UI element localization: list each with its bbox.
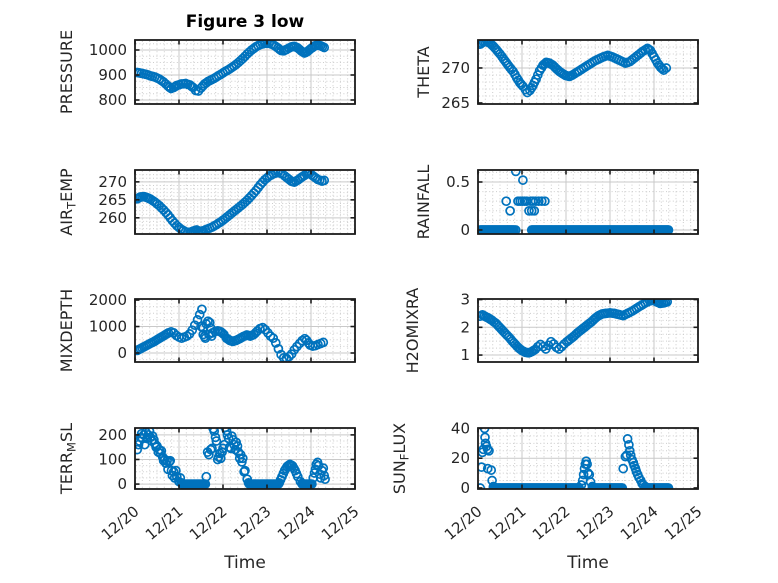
x-axis-label-left: Time	[224, 553, 266, 573]
axes-box	[134, 427, 356, 490]
x-tick-label: 12/20	[441, 502, 486, 544]
tick-marks	[134, 40, 356, 104]
y-tick-label: 3	[460, 291, 470, 309]
y-tick-label: 0	[117, 344, 127, 362]
tick-marks	[134, 299, 356, 362]
axes-box	[134, 298, 356, 363]
y-tick-label: 0	[460, 221, 470, 239]
y-axis-label: MIXDEPTH	[57, 289, 76, 372]
y-tick-label: 260	[98, 209, 127, 227]
x-tick-label: 12/25	[661, 502, 706, 544]
tick-marks	[477, 170, 699, 234]
figure-title: Figure 3 low	[185, 12, 305, 32]
y-tick-label: 0	[460, 479, 470, 497]
x-tick-label: 12/25	[318, 502, 363, 544]
y-tick-label: 265	[441, 94, 470, 112]
y-tick-label: 265	[98, 191, 127, 209]
y-tick-label: 1	[460, 346, 470, 364]
axes-box	[477, 169, 699, 235]
series-markers	[134, 169, 330, 235]
y-axis-label: THETA	[414, 46, 433, 98]
x-tick-label: 12/21	[485, 502, 530, 544]
y-tick-label: 800	[98, 91, 127, 109]
x-tick-label: 12/21	[142, 502, 187, 544]
y-axis-label: PRESSURE	[57, 30, 76, 114]
subplot-mixdepth: 0 1000 2000 MIXDEPTH	[57, 289, 356, 372]
y-axis-label: AIRTEMP	[57, 168, 79, 236]
y-tick-label: 40	[451, 419, 470, 437]
series-markers	[477, 298, 673, 358]
axes-box	[134, 39, 356, 105]
x-tick-label: 12/23	[230, 502, 275, 544]
y-tick-label: 100	[98, 450, 127, 468]
x-tick-label: 12/22	[186, 502, 231, 544]
tick-marks	[477, 427, 699, 489]
axes-box	[477, 298, 699, 363]
subplot-sun-flux: 0 20 40 SUNFLUX 12/20 12/21 12/22 12/23 12/24 12/…	[390, 419, 706, 543]
x-tick-label: 12/24	[617, 502, 662, 544]
x-tick-label: 12/24	[274, 502, 319, 544]
y-tick-label: 20	[451, 449, 470, 467]
y-tick-label: 270	[441, 59, 470, 77]
y-tick-label: 900	[98, 66, 127, 84]
y-tick-label: 270	[98, 173, 127, 191]
subplot-terr-msl: 0 100 200 TERRMSL 12/20 12/21 12/22 12/23 12/24 1…	[57, 423, 363, 544]
subplot-h2omixra: 1 2 3 H2OMIXRA	[403, 288, 699, 374]
subplot-pressure: 800 900 1000 PRESSURE	[57, 30, 356, 114]
tick-marks	[134, 170, 356, 234]
y-tick-label: 0	[117, 475, 127, 493]
y-axis-label: RAINFALL	[414, 165, 433, 240]
axes-box	[134, 169, 356, 235]
y-axis-label: TERRMSL	[57, 423, 79, 495]
y-tick-label: 0.5	[446, 173, 470, 191]
subplot-rainfall: 0 0.5 RAINFALL	[414, 165, 699, 240]
series-markers	[134, 427, 330, 489]
x-tick-label: 12/23	[573, 502, 618, 544]
x-tick-label: 12/20	[98, 502, 143, 544]
tick-marks	[477, 40, 699, 104]
x-tick-label: 12/22	[529, 502, 574, 544]
subplot-theta: 265 270 THETA	[414, 39, 699, 112]
series-markers	[477, 427, 674, 490]
tick-marks	[477, 298, 699, 362]
tick-marks	[134, 428, 356, 489]
axes-box	[477, 39, 699, 105]
y-tick-label: 2000	[89, 291, 127, 309]
series-markers	[134, 39, 330, 96]
y-axis-label: SUNFLUX	[390, 423, 412, 494]
y-axis-label: H2OMIXRA	[403, 288, 422, 374]
series-markers	[477, 39, 672, 98]
y-tick-label: 1000	[89, 318, 127, 336]
y-tick-label: 200	[98, 426, 127, 444]
y-tick-label: 1000	[89, 41, 127, 59]
y-tick-label: 2	[460, 318, 470, 336]
x-axis-label-right: Time	[567, 553, 609, 573]
minor-grid	[479, 171, 697, 233]
